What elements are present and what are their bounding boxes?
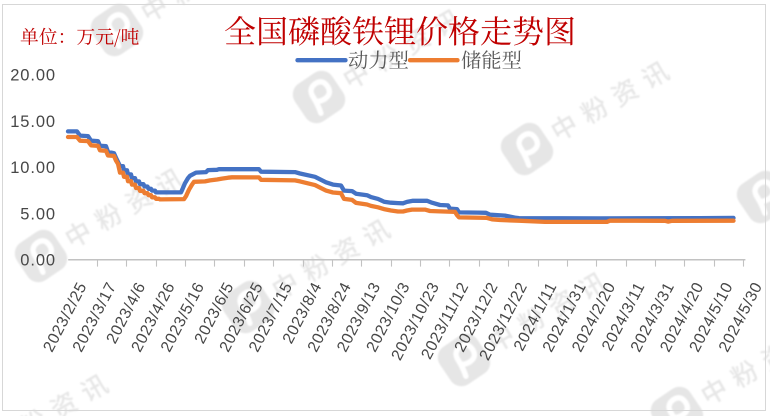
svg-text:20.00: 20.00 [10,67,56,85]
svg-text:5.00: 5.00 [20,205,56,223]
svg-text:0.00: 0.00 [20,252,56,270]
svg-text:15.00: 15.00 [10,113,56,131]
svg-text:10.00: 10.00 [10,159,56,177]
